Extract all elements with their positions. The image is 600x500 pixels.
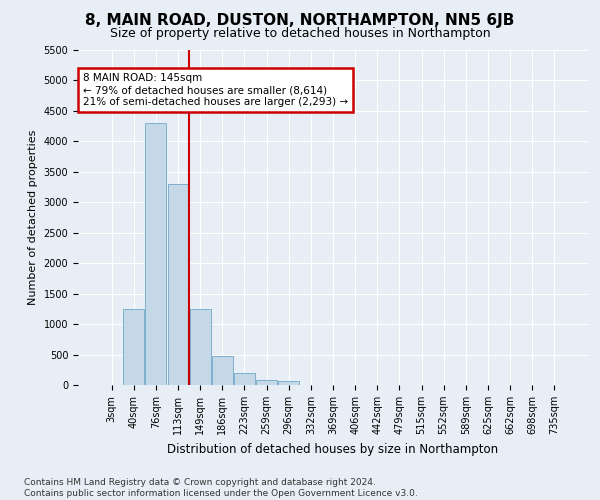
- Bar: [190, 309, 211, 385]
- Text: 8 MAIN ROAD: 145sqm
← 79% of detached houses are smaller (8,614)
21% of semi-det: 8 MAIN ROAD: 145sqm ← 79% of detached ho…: [83, 74, 348, 106]
- Bar: [124, 309, 145, 385]
- X-axis label: Distribution of detached houses by size in Northampton: Distribution of detached houses by size …: [167, 442, 499, 456]
- Bar: [167, 184, 188, 385]
- Bar: [278, 381, 299, 385]
- Text: Size of property relative to detached houses in Northampton: Size of property relative to detached ho…: [110, 28, 490, 40]
- Y-axis label: Number of detached properties: Number of detached properties: [28, 130, 38, 305]
- Bar: [145, 123, 166, 385]
- Text: 8, MAIN ROAD, DUSTON, NORTHAMPTON, NN5 6JB: 8, MAIN ROAD, DUSTON, NORTHAMPTON, NN5 6…: [85, 12, 515, 28]
- Bar: [234, 373, 255, 385]
- Bar: [212, 356, 233, 385]
- Bar: [256, 380, 277, 385]
- Text: Contains HM Land Registry data © Crown copyright and database right 2024.
Contai: Contains HM Land Registry data © Crown c…: [24, 478, 418, 498]
